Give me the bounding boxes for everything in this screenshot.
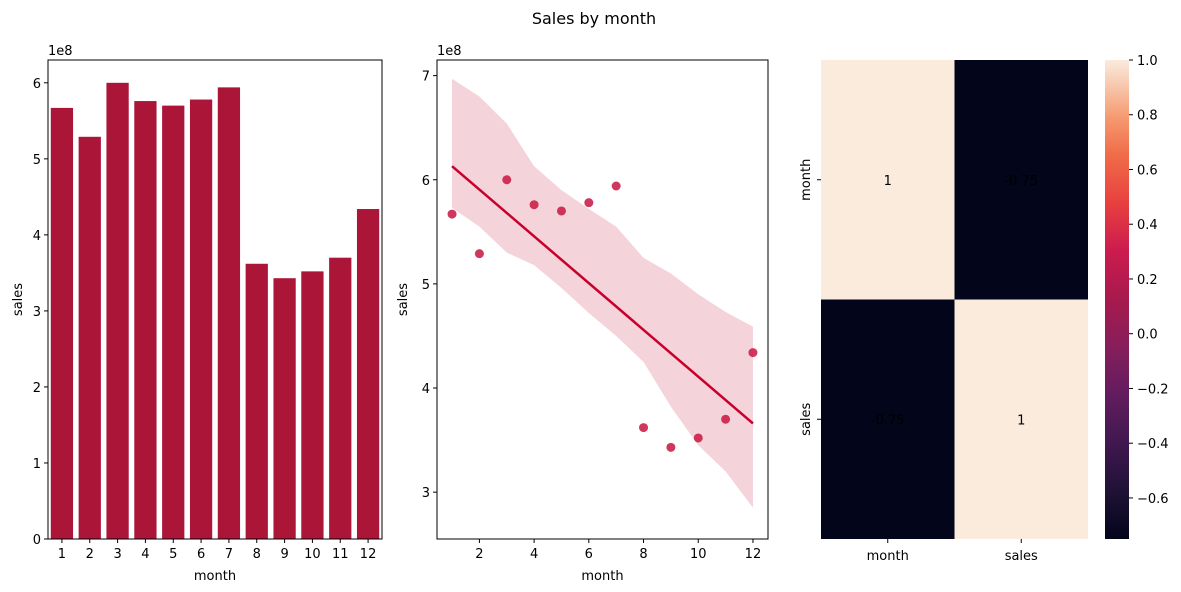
offset-text: 1e8 xyxy=(48,44,73,59)
x-tick-label: 12 xyxy=(360,547,377,562)
y-tick-label: 3 xyxy=(422,486,430,501)
bar xyxy=(134,101,157,540)
bar xyxy=(106,82,129,540)
colorbar-tick-label: −0.4 xyxy=(1137,437,1169,452)
bar xyxy=(301,271,324,539)
scatter-point xyxy=(556,206,566,216)
scatter-point xyxy=(447,209,457,219)
y-axis-label: sales xyxy=(11,283,26,316)
scatter-point xyxy=(611,181,621,191)
regression-line xyxy=(451,165,754,425)
scatter-point xyxy=(474,249,484,259)
heatmap-cell xyxy=(954,299,1088,539)
bar xyxy=(356,209,380,539)
x-tick-label: 5 xyxy=(169,547,177,562)
x-tick-label: 3 xyxy=(113,547,121,562)
y-tick-label: 0 xyxy=(33,533,41,548)
y-tick-label: 3 xyxy=(33,305,41,320)
colorbar-tick-label: −0.6 xyxy=(1137,492,1169,507)
x-axis-label: month xyxy=(581,569,623,584)
colorbar-tick-label: 0.0 xyxy=(1137,328,1158,343)
y-tick-label: 4 xyxy=(422,382,430,397)
x-tick-label: 4 xyxy=(141,547,149,562)
figure-title: Sales by month xyxy=(532,9,656,28)
heatmap-cell xyxy=(821,60,955,300)
scatter-point xyxy=(721,414,731,424)
x-axis-label: month xyxy=(194,569,236,584)
x-tick-label: 9 xyxy=(280,547,288,562)
bar xyxy=(273,278,296,539)
x-tick-label: 10 xyxy=(304,547,321,562)
offset-text: 1e8 xyxy=(437,44,462,59)
y-axis-label: sales xyxy=(396,283,411,316)
y-tick-label: month xyxy=(799,159,814,201)
x-tick-label: 6 xyxy=(585,547,593,562)
scatter-point xyxy=(584,198,594,208)
scatter-point xyxy=(639,423,649,433)
x-tick-label: sales xyxy=(1005,549,1038,564)
y-tick-label: sales xyxy=(799,402,814,435)
x-tick-label: 8 xyxy=(639,547,647,562)
x-tick-label: 6 xyxy=(197,547,205,562)
x-tick-label: 1 xyxy=(58,547,66,562)
bar xyxy=(78,136,101,540)
bar xyxy=(50,107,74,540)
colorbar-tick-label: 0.4 xyxy=(1137,218,1158,233)
cell-annotation: -0.75 xyxy=(1004,174,1038,189)
y-tick-label: 1 xyxy=(33,457,41,472)
colorbar-tick-label: 1.0 xyxy=(1137,54,1158,69)
x-tick-label: 8 xyxy=(253,547,261,562)
y-tick-label: 7 xyxy=(422,70,430,85)
bar xyxy=(245,263,268,539)
x-tick-label: 11 xyxy=(332,547,349,562)
x-tick-label: 2 xyxy=(475,547,483,562)
regression-plot: 2 4 6 8 10 12 3 4 5 6 7 1e8 month sales xyxy=(396,44,769,584)
colorbar-tick-label: 0.8 xyxy=(1137,109,1158,124)
y-tick-label: 5 xyxy=(33,153,41,168)
cell-annotation: 1 xyxy=(884,174,892,189)
y-tick-label: 5 xyxy=(422,278,430,293)
cell-annotation: -0.75 xyxy=(871,413,905,428)
y-tick-label: 6 xyxy=(422,174,430,189)
cell-annotation: 1 xyxy=(1017,413,1025,428)
scatter-point xyxy=(748,348,758,358)
colorbar-tick-label: 0.2 xyxy=(1137,273,1158,288)
scatter-point xyxy=(666,442,676,452)
x-tick-label: 2 xyxy=(86,547,94,562)
scatter-point xyxy=(502,175,512,185)
bar xyxy=(329,257,352,539)
colorbar-tick-label: 0.6 xyxy=(1137,163,1158,178)
colorbar-tick-label: −0.2 xyxy=(1137,382,1169,397)
bar xyxy=(217,87,241,539)
bar xyxy=(189,99,213,540)
bar xyxy=(162,105,185,539)
heatmap-cell xyxy=(954,60,1088,300)
x-tick-label: 10 xyxy=(690,547,707,562)
x-tick-label: 7 xyxy=(225,547,233,562)
heatmap-cell xyxy=(821,299,955,539)
colorbar xyxy=(1105,60,1129,539)
scatter-point xyxy=(693,433,703,443)
x-tick-label: 12 xyxy=(745,547,762,562)
y-tick-label: 4 xyxy=(33,229,41,244)
axes-frame xyxy=(47,59,383,540)
scatter-point xyxy=(529,200,539,210)
correlation-heatmap: 1 -0.75 -0.75 1 month sales month sales 1.0 0.8 0.… xyxy=(799,54,1169,564)
x-tick-label: month xyxy=(867,549,909,564)
y-tick-label: 2 xyxy=(33,381,41,396)
y-tick-label: 6 xyxy=(33,77,41,92)
x-tick-label: 4 xyxy=(530,547,538,562)
axes-frame xyxy=(436,59,769,540)
